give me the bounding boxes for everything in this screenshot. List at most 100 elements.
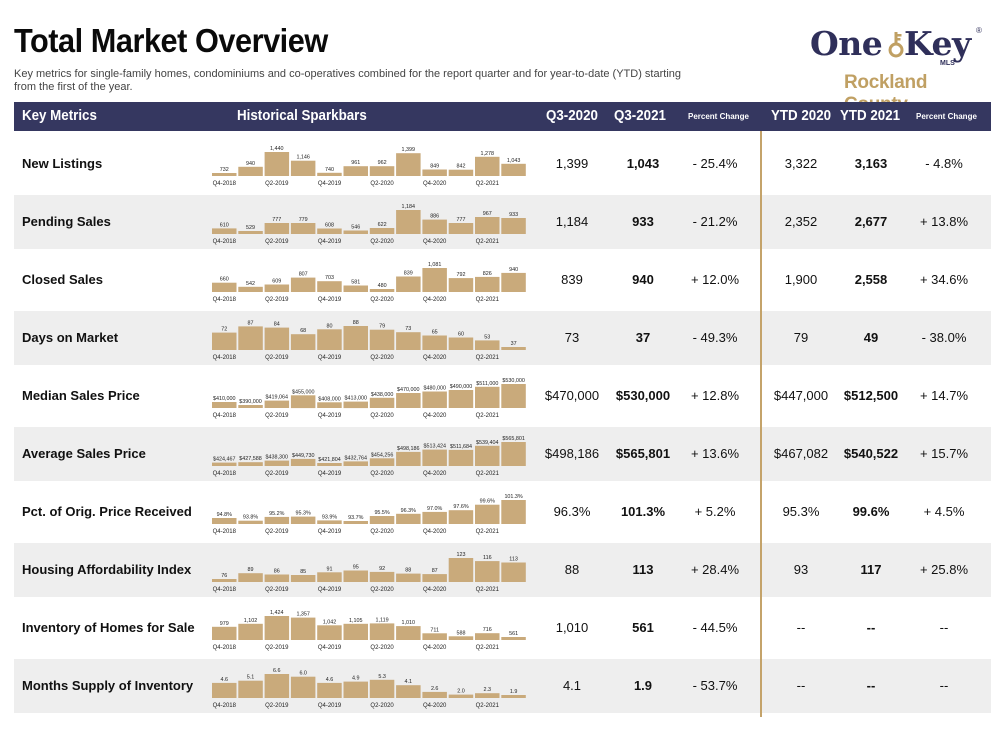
q3-2021-value: 1.9 <box>633 678 653 693</box>
sparkbar <box>290 223 316 234</box>
sparkbar-value-label: 95 <box>353 565 359 571</box>
ytd-2020-value: $467,082 <box>773 446 829 461</box>
sparkbar <box>238 231 263 234</box>
sparkbar-value-label: 4.6 <box>221 677 229 683</box>
sparkbar-value-label: 91 <box>327 566 333 572</box>
sparkbar-value-label: 480 <box>378 283 387 289</box>
sparkbar-chart: 4.6 5.1 6.6 6.0 4.6 4.9 5.3 4.1 2.6 2.0 2.3 1.9 Q4-2… <box>212 668 526 709</box>
sparkbar-axis-label: Q2-2021 <box>476 529 500 535</box>
percent-change-value: - 44.5% <box>692 620 738 635</box>
sparkbar <box>317 572 342 582</box>
sparkbar <box>264 574 290 582</box>
sparkbar-axis-label: Q2-2020 <box>370 529 394 535</box>
sparkbar <box>422 219 447 234</box>
ytd-percent-change-value: - 4.8% <box>925 156 963 171</box>
sparkbar-value-label: 716 <box>483 627 492 633</box>
q3-2020-value: 1,184 <box>555 214 589 229</box>
sparkbar <box>369 329 395 350</box>
sparkbar-axis-label: Q4-2018 <box>213 703 237 709</box>
sparkbar-value-label: $410,000 <box>213 396 235 402</box>
table-header-bar: Key Metrics Historical Sparkbars Q3-2020… <box>14 102 991 131</box>
sparkbar-axis-label: Q2-2021 <box>476 587 500 593</box>
q3-2021-value: 940 <box>632 272 654 287</box>
sparkbar <box>317 228 342 234</box>
sparkbar-axis-label: Q4-2019 <box>318 587 342 593</box>
sparkbar-axis-label: Q4-2018 <box>213 587 237 593</box>
sparkbar <box>343 521 368 524</box>
sparkbar <box>264 284 290 292</box>
sparkbar-value-label: 839 <box>404 271 413 277</box>
sparkbar <box>501 347 526 350</box>
sparkbar-axis-label: Q2-2020 <box>370 703 394 709</box>
sparkbar-value-label: 94.8% <box>217 512 232 518</box>
col-header-ytd-2020: YTD 2020 <box>771 108 832 124</box>
sparkbar <box>238 462 263 466</box>
logo-mls-text: MLS <box>940 60 955 67</box>
sparkbar-value-label: 73 <box>405 326 411 332</box>
table-row: Average Sales Price $424,467 $427,588 $438,… <box>14 427 991 481</box>
sparkbar-value-label: $449,730 <box>292 453 314 459</box>
sparkbar-value-label: 93.8% <box>243 515 258 521</box>
sparkbar <box>448 449 474 466</box>
sparkbar-axis-label: Q2-2021 <box>476 471 500 477</box>
sparkbar-value-label: 89 <box>248 567 254 573</box>
sparkbar <box>264 516 290 524</box>
sparkbar <box>369 516 395 524</box>
metric-name: Closed Sales <box>22 272 103 287</box>
sparkbar-axis-label: Q2-2020 <box>370 355 394 361</box>
sparkbar-value-label: 68 <box>300 328 306 334</box>
sparkbar-value-label: 76 <box>221 573 227 579</box>
sparkbar-axis-label: Q2-2020 <box>370 645 394 651</box>
metric-name: Months Supply of Inventory <box>22 678 194 693</box>
sparkbar-value-label: 85 <box>300 569 306 575</box>
sparkbar-value-label: 79 <box>379 324 385 330</box>
sparkbar-value-label: 542 <box>246 281 255 287</box>
sparkbar-value-label: 86 <box>274 569 280 575</box>
sparkbar-value-label: 581 <box>351 280 360 286</box>
page-subtitle: Key metrics for single-family homes, con… <box>14 68 682 93</box>
sparkbar-value-label: $427,588 <box>239 456 261 462</box>
sparkbar <box>238 286 263 292</box>
sparkbar <box>396 276 421 292</box>
sparkbar-value-label: 979 <box>220 621 229 627</box>
percent-change-value: - 49.3% <box>692 330 738 345</box>
sparkbar-value-label: $408,000 <box>318 396 340 402</box>
sparkbar <box>369 397 395 408</box>
ytd-2021-value: 99.6% <box>852 504 890 519</box>
q3-2021-value: $565,801 <box>615 446 671 461</box>
sparkbar <box>475 386 500 408</box>
sparkbar <box>317 625 342 640</box>
sparkbar <box>264 460 290 466</box>
sparkbar <box>317 329 342 350</box>
sparkbar-value-label: 1,119 <box>376 617 389 623</box>
sparkbar-value-label: $498,186 <box>397 446 419 452</box>
ytd-2020-value: 1,900 <box>784 272 818 287</box>
percent-change-value: + 12.0% <box>690 272 740 287</box>
sparkbar-axis-label: Q4-2019 <box>318 645 342 651</box>
sparkbar-value-label: $539,404 <box>476 440 498 446</box>
ytd-percent-change-value: -- <box>939 678 949 693</box>
sparkbar-value-label: 99.6% <box>480 499 495 505</box>
col-header-sparkbars: Historical Sparkbars <box>237 108 367 124</box>
sparkbar-value-label: 1,010 <box>402 620 416 626</box>
q3-2020-value: 1,399 <box>555 156 589 171</box>
sparkbar-value-label: $421,804 <box>318 457 340 463</box>
sparkbar <box>212 579 237 582</box>
sparkbar-axis-label: Q2-2019 <box>265 703 289 709</box>
sparkbar <box>448 694 474 698</box>
sparkbar <box>290 458 316 466</box>
percent-change-value: + 13.6% <box>690 446 740 461</box>
sparkbar-value-label: $565,801 <box>502 436 524 442</box>
sparkbar <box>343 326 368 350</box>
sparkbar <box>448 558 474 582</box>
sparkbar <box>238 623 263 640</box>
sparkbar <box>290 516 316 524</box>
sparkbar-axis-label: Q4-2020 <box>423 587 447 593</box>
sparkbar-value-label: 88 <box>353 320 359 326</box>
sparkbar-value-label: 87 <box>432 568 438 574</box>
sparkbar-axis-label: Q4-2020 <box>423 181 447 187</box>
sparkbar-value-label: 4.1 <box>405 679 413 685</box>
ytd-2020-value: 2,352 <box>784 214 818 229</box>
ytd-2021-value: 3,163 <box>854 156 888 171</box>
sparkbar-value-label: 777 <box>272 217 281 223</box>
